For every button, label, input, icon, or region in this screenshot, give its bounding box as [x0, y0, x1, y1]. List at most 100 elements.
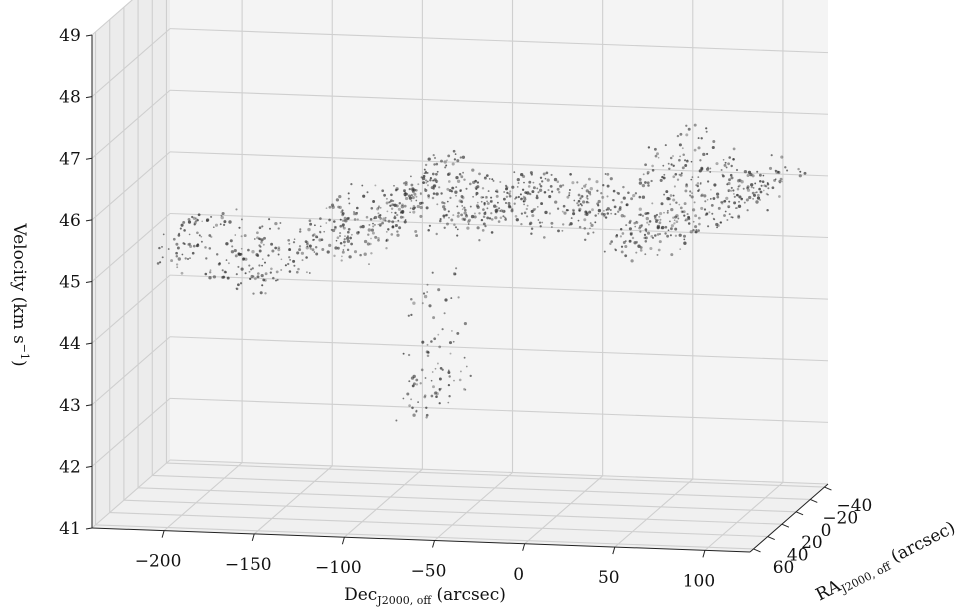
- x-tick-label: 100: [683, 571, 715, 591]
- data-point: [463, 356, 466, 359]
- data-point: [619, 228, 623, 231]
- data-point: [697, 189, 700, 193]
- data-point: [735, 168, 739, 172]
- data-point: [212, 275, 217, 279]
- data-point: [421, 302, 424, 305]
- data-point: [228, 220, 232, 224]
- data-point: [438, 389, 441, 392]
- data-point: [437, 288, 441, 292]
- data-point: [517, 182, 520, 184]
- data-point: [372, 222, 374, 225]
- data-point: [410, 313, 413, 317]
- data-point: [399, 211, 402, 214]
- data-point: [639, 249, 643, 252]
- data-point: [496, 201, 499, 204]
- data-point: [396, 230, 399, 233]
- data-point: [586, 197, 589, 200]
- grid-lines: [91, 0, 829, 551]
- data-point: [708, 211, 711, 214]
- data-point: [205, 257, 208, 260]
- data-point: [253, 277, 257, 281]
- data-point: [311, 234, 315, 237]
- data-point: [359, 253, 362, 257]
- data-point: [264, 272, 268, 276]
- data-point: [319, 217, 322, 220]
- data-point: [695, 184, 698, 187]
- x-tick-mark: [612, 546, 616, 555]
- data-point: [532, 186, 536, 190]
- data-point: [568, 189, 571, 191]
- data-point: [544, 191, 547, 194]
- data-point: [244, 257, 248, 261]
- data-point: [583, 184, 587, 188]
- data-point: [667, 197, 671, 201]
- floor-grid-y: [138, 487, 797, 513]
- data-point: [440, 387, 443, 390]
- data-point: [403, 204, 407, 208]
- data-point: [649, 246, 653, 251]
- data-point: [229, 239, 233, 243]
- data-point: [372, 225, 375, 228]
- side-grid-z: [91, 0, 133, 36]
- data-point: [615, 234, 619, 238]
- back-grid-z: [169, 212, 829, 239]
- data-point: [746, 209, 749, 212]
- data-point: [212, 226, 215, 229]
- data-point: [431, 371, 434, 373]
- data-point: [446, 222, 449, 226]
- data-point: [277, 248, 281, 252]
- data-point: [221, 211, 225, 216]
- data-point: [717, 224, 720, 227]
- data-point: [687, 127, 691, 131]
- data-point: [577, 199, 581, 203]
- data-point: [548, 212, 551, 215]
- data-point: [412, 188, 416, 192]
- data-point: [396, 213, 399, 217]
- data-point: [706, 198, 709, 201]
- data-point: [705, 167, 710, 171]
- data-point: [568, 224, 571, 226]
- data-point: [643, 236, 646, 240]
- data-point: [433, 184, 437, 188]
- data-point: [692, 220, 695, 223]
- data-point: [483, 202, 486, 205]
- data-point: [535, 194, 539, 198]
- data-point: [486, 207, 489, 210]
- data-point: [234, 254, 238, 258]
- data-point: [427, 157, 431, 161]
- data-point: [610, 240, 613, 243]
- data-point: [670, 224, 674, 228]
- data-point: [415, 199, 418, 202]
- data-point: [419, 382, 422, 385]
- data-point: [732, 147, 736, 151]
- data-point: [161, 246, 163, 248]
- data-point: [288, 248, 291, 250]
- data-point: [517, 195, 520, 199]
- data-point: [267, 254, 270, 257]
- data-point: [473, 212, 476, 215]
- data-point: [237, 283, 240, 287]
- data-point: [751, 191, 755, 195]
- data-point: [536, 187, 539, 190]
- data-point: [439, 366, 443, 370]
- data-point: [496, 190, 499, 194]
- data-point: [651, 169, 655, 172]
- data-point: [370, 228, 374, 232]
- data-point: [314, 224, 316, 227]
- data-point: [551, 226, 553, 228]
- data-point: [692, 229, 695, 232]
- data-point: [578, 209, 581, 212]
- data-point: [483, 176, 487, 180]
- data-point: [369, 242, 372, 246]
- data-point: [159, 261, 162, 264]
- data-point: [597, 199, 601, 204]
- data-point: [288, 248, 292, 252]
- data-point: [495, 208, 499, 212]
- data-point: [733, 195, 736, 198]
- data-point: [630, 197, 634, 201]
- data-point: [379, 217, 383, 220]
- data-point: [730, 164, 733, 168]
- data-point: [709, 171, 712, 173]
- data-point: [681, 166, 685, 170]
- data-point: [392, 200, 395, 202]
